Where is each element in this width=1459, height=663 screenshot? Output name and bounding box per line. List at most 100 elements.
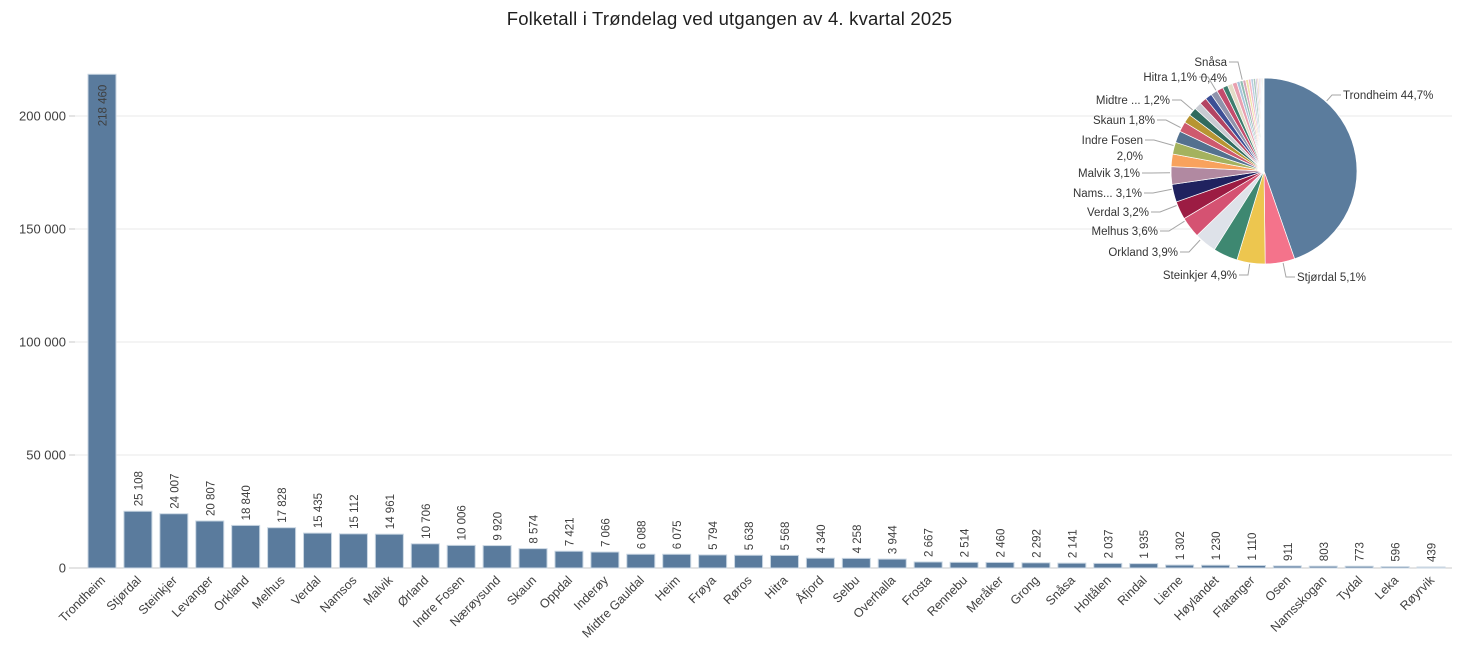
bar-value-label: 17 828 [277, 488, 289, 523]
bar-value-label: 9 920 [493, 512, 505, 541]
bar-Tydal [1344, 565, 1374, 569]
x-axis-label: Åfjord [793, 572, 827, 606]
x-axis-label: Frøya [686, 573, 719, 606]
pie-leader-line [1229, 61, 1243, 80]
bar-value-label: 5 638 [744, 521, 756, 550]
pie-callout-label: Midtre ... 1,2% [1096, 95, 1170, 107]
bar-Verdal [303, 532, 333, 569]
bar-Overhalla [877, 558, 907, 569]
bar-value-label: 1 935 [1139, 530, 1151, 559]
y-axis-tick-label: 150 000 [19, 222, 66, 237]
bar-Melhus [267, 527, 297, 569]
pie-leader-line [1199, 76, 1217, 91]
pie-callout-label: 0,4% [1201, 73, 1227, 85]
bar-Lierne [1165, 564, 1195, 569]
pie-leader-line [1239, 263, 1251, 276]
bar-value-label: 2 037 [1103, 530, 1115, 559]
pie-callout-label: Stjørdal 5,1% [1297, 272, 1366, 284]
bar-Midtre Gauldal [626, 553, 656, 569]
y-axis-tick-label: 100 000 [19, 335, 66, 350]
bar-Åfjord [805, 557, 835, 569]
bar-value-label: 15 112 [349, 495, 361, 529]
bar-Levanger [195, 520, 225, 569]
bar-value-label: 24 007 [169, 474, 181, 509]
pie-leader-line [1282, 262, 1295, 278]
bar-Steinkjer [159, 513, 189, 569]
x-axis-label: Snåsa [1043, 573, 1078, 608]
bar-Inderøy [590, 551, 620, 569]
bar-Heim [662, 553, 692, 569]
pie-callout-label: Snåsa [1194, 57, 1227, 69]
x-axis-label: Melhus [249, 573, 287, 611]
chart-title: Folketall i Trøndelag ved utgangen av 4.… [506, 8, 953, 29]
bar-value-label: 7 066 [600, 518, 612, 547]
bar-Orkland [231, 524, 261, 569]
bar-value-label: 10 706 [421, 504, 433, 539]
pie-leader-line [1160, 220, 1185, 232]
bar-value-label: 18 840 [241, 485, 253, 520]
bar-value-label: 25 108 [133, 471, 145, 506]
y-axis-tick-label: 0 [59, 561, 66, 576]
x-axis-label: Selbu [830, 573, 863, 606]
pie-callout-label: Steinkjer 4,9% [1163, 270, 1237, 282]
bar-value-label: 2 141 [1067, 529, 1079, 558]
pie-chart: Trondheim 44,7% Stjørdal 5,1% Steinkjer 4,… [1073, 57, 1433, 284]
bar-value-label: 596 [1391, 542, 1403, 561]
bar-value-label: 773 [1355, 542, 1367, 561]
bar-Flatanger [1236, 564, 1266, 569]
bar-value-label: 3 944 [888, 525, 900, 554]
bar-value-label: 10 006 [457, 505, 469, 540]
x-axis-label: Rennebu [924, 573, 970, 619]
bar-Rindal [1129, 563, 1159, 569]
x-axis-label: Verdal [289, 573, 324, 608]
bar-Hitra [769, 554, 799, 569]
pie-callout-label: Orkland 3,9% [1108, 247, 1178, 259]
bar-Nærøysund [482, 545, 512, 569]
bar-Røyrvik [1416, 566, 1446, 569]
x-axis-label: Hitra [762, 573, 791, 602]
bar-Frosta [913, 561, 943, 569]
bar-Skaun [518, 548, 548, 569]
x-axis-label: Skaun [504, 573, 539, 608]
pie-slice-Trondheim [1263, 77, 1358, 260]
bar-value-label: 5 794 [708, 521, 720, 550]
pie-leader-line [1180, 239, 1201, 253]
bar-value-label: 6 075 [672, 520, 684, 549]
bar-value-label: 2 460 [996, 529, 1008, 558]
bar-value-label: 1 230 [1211, 531, 1223, 560]
y-axis-tick-label: 200 000 [19, 109, 66, 124]
bar-Røros [734, 554, 764, 569]
bar-value-label: 20 807 [205, 481, 217, 516]
bar-value-label: 1 302 [1175, 531, 1187, 560]
bar-Stjørdal [123, 510, 153, 569]
bar-Frøya [698, 554, 728, 569]
bar-Indre Fosen [446, 544, 476, 569]
x-axis-label: Leka [1372, 573, 1401, 602]
bar-value-label: 2 292 [1031, 529, 1043, 558]
bar-value-label: 2 667 [924, 528, 936, 557]
pie-callout-label: Hitra 1,1% [1143, 72, 1197, 84]
pie-slice-Røyrvik [1263, 77, 1265, 172]
x-axis-label: Tydal [1334, 573, 1365, 604]
bar-Namsskogan [1308, 565, 1338, 569]
bar-chart: 0 50 000 100 000 150 000 200 000 218 460 Trond… [19, 73, 1452, 641]
bar-Leka [1380, 566, 1410, 569]
bar-value-label: 8 574 [529, 514, 541, 543]
pie-leader-line [1326, 94, 1341, 102]
bar-Snåsa [1057, 562, 1087, 569]
x-axis-label: Namsos [317, 573, 359, 615]
bar-value-label: 218 460 [98, 85, 110, 127]
x-axis-label: Lierne [1151, 573, 1186, 608]
pie-leader-line [1151, 205, 1177, 213]
pie-callout-label: Skaun 1,8% [1093, 115, 1155, 127]
bar-Osen [1272, 565, 1302, 569]
pie-leader-line [1144, 188, 1172, 194]
x-axis-label: Holtålen [1072, 573, 1114, 615]
x-axis-label: Heim [652, 573, 683, 604]
pie-callout-label: Trondheim 44,7% [1343, 90, 1433, 102]
bar-Oppdal [554, 550, 584, 569]
x-axis-label: Rindal [1115, 573, 1150, 608]
bar-value-label: 15 435 [313, 493, 325, 528]
bar-value-label: 5 568 [780, 522, 792, 551]
